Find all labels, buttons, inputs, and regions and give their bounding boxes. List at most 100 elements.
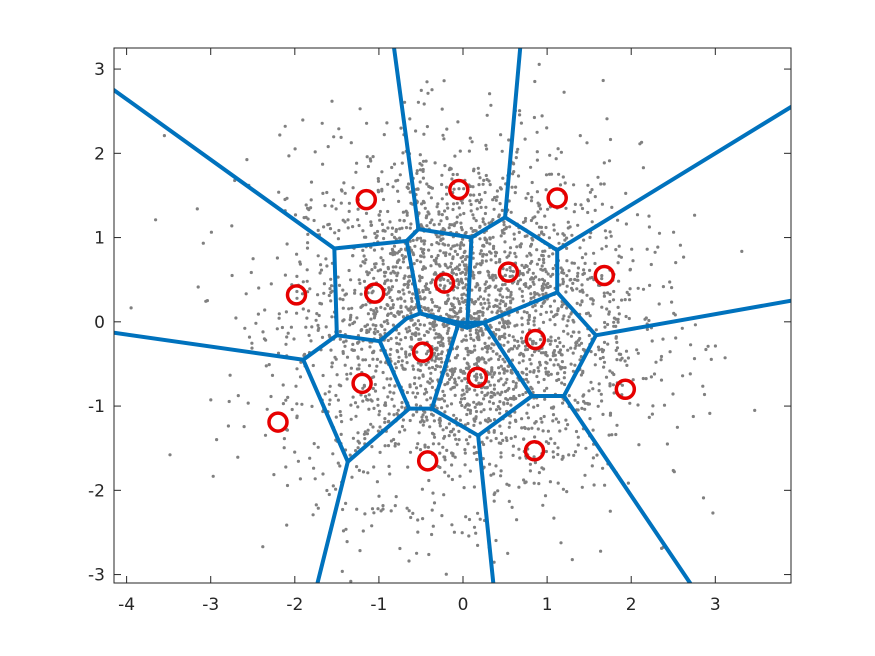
data-point <box>389 311 393 315</box>
data-point <box>482 297 486 301</box>
data-point <box>313 477 317 481</box>
data-point <box>615 423 619 427</box>
data-point <box>552 516 556 520</box>
data-point <box>305 268 309 272</box>
data-point <box>469 315 473 319</box>
data-point <box>444 301 448 306</box>
data-point <box>603 229 608 233</box>
data-point <box>196 285 200 289</box>
data-point <box>487 305 491 309</box>
data-point <box>498 393 502 397</box>
data-point <box>433 367 437 371</box>
data-point <box>524 284 528 289</box>
data-point <box>487 301 491 305</box>
data-point <box>617 244 621 248</box>
data-point <box>474 328 478 332</box>
data-point <box>503 326 507 330</box>
data-point <box>485 241 489 245</box>
data-point <box>425 214 429 218</box>
data-point <box>436 352 440 356</box>
data-point <box>489 390 494 394</box>
data-point <box>443 209 447 213</box>
data-point <box>395 349 399 353</box>
data-point <box>488 242 492 246</box>
data-point <box>388 252 393 256</box>
data-point <box>614 248 618 252</box>
data-point <box>329 277 333 281</box>
data-point <box>371 323 375 327</box>
data-point <box>323 392 327 396</box>
data-point <box>474 219 478 223</box>
data-point <box>597 348 601 352</box>
data-point <box>450 304 454 308</box>
data-point <box>529 199 534 203</box>
data-point <box>465 412 469 417</box>
data-point <box>363 437 367 441</box>
data-point <box>561 487 566 491</box>
data-point <box>670 286 674 290</box>
data-point <box>522 437 526 441</box>
data-point <box>544 440 549 444</box>
data-point <box>562 271 566 275</box>
data-point <box>430 532 434 537</box>
data-point <box>411 292 415 296</box>
data-point <box>584 252 588 256</box>
data-point <box>510 358 515 362</box>
data-point <box>542 261 546 265</box>
data-point <box>532 115 537 120</box>
data-point <box>408 226 412 230</box>
data-point <box>585 293 589 297</box>
data-point <box>659 354 664 359</box>
data-point <box>421 373 425 377</box>
data-point <box>245 158 249 162</box>
data-point <box>375 364 379 368</box>
data-point <box>532 295 536 299</box>
data-point <box>565 259 569 263</box>
data-point <box>602 294 607 298</box>
data-point <box>372 375 376 379</box>
data-point <box>533 79 537 84</box>
voronoi-edge <box>332 238 409 251</box>
data-point <box>494 198 498 202</box>
data-point <box>316 228 320 232</box>
data-point <box>369 223 374 227</box>
data-point <box>509 293 513 297</box>
data-point <box>631 259 635 263</box>
data-point <box>400 253 404 257</box>
data-point <box>526 416 531 420</box>
data-point <box>493 254 498 258</box>
data-point <box>505 438 509 443</box>
data-point <box>539 225 544 229</box>
data-point <box>407 290 411 294</box>
data-point <box>482 178 486 182</box>
data-point <box>455 220 459 224</box>
data-point <box>489 395 493 399</box>
data-point <box>334 487 338 491</box>
data-point <box>390 165 394 170</box>
data-point <box>556 452 560 457</box>
data-point <box>330 365 334 369</box>
data-point <box>407 279 411 283</box>
data-point <box>544 173 549 177</box>
data-point <box>493 304 497 308</box>
data-point <box>481 182 485 186</box>
data-point <box>370 507 375 511</box>
data-point <box>545 361 549 365</box>
data-point <box>468 136 472 140</box>
data-point <box>349 403 353 407</box>
data-point <box>533 316 537 320</box>
data-point <box>565 246 569 250</box>
data-point <box>587 389 591 393</box>
data-point <box>497 371 502 375</box>
data-point <box>415 169 419 173</box>
data-point <box>500 149 504 153</box>
data-point <box>493 195 497 200</box>
data-point <box>453 377 457 381</box>
data-point <box>381 262 385 266</box>
data-point <box>416 319 420 323</box>
data-point <box>552 223 556 227</box>
data-point <box>566 319 570 323</box>
data-point <box>534 309 538 313</box>
data-point <box>347 201 351 205</box>
data-point <box>571 369 576 373</box>
